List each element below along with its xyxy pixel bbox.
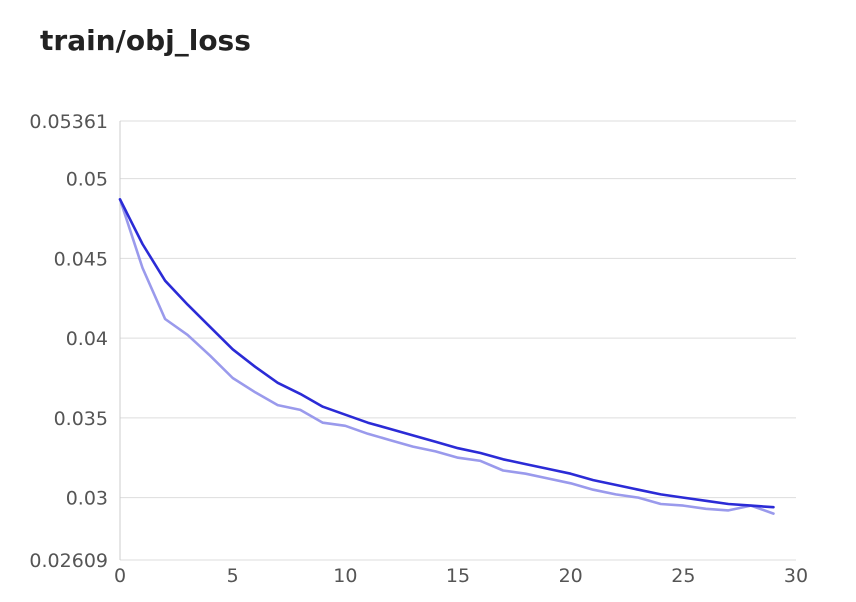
chart-title: train/obj_loss bbox=[40, 24, 251, 57]
y-tick-label: 0.03 bbox=[66, 488, 108, 510]
series-line-2 bbox=[118, 198, 775, 515]
y-tick-label: 0.05361 bbox=[29, 111, 108, 133]
series-layer bbox=[118, 198, 775, 515]
x-tick-label: 10 bbox=[333, 565, 357, 587]
y-tick-label: 0.05 bbox=[66, 169, 108, 191]
x-tick-label: 0 bbox=[114, 565, 126, 587]
x-tick-label: 15 bbox=[446, 565, 470, 587]
grid-layer bbox=[120, 120, 796, 561]
y-tick-label: 0.035 bbox=[54, 408, 108, 430]
y-tick-label: 0.045 bbox=[54, 248, 108, 270]
x-tick-label: 20 bbox=[559, 565, 583, 587]
x-tick-label: 25 bbox=[671, 565, 695, 587]
tick-label-layer: 0.05361 0.05 0.045 0.04 0.035 0.03 0.02609 0 5 10… bbox=[29, 111, 808, 587]
y-tick-label: 0.04 bbox=[66, 328, 108, 350]
x-tick-label: 30 bbox=[784, 565, 808, 587]
x-tick-label: 5 bbox=[227, 565, 239, 587]
series-line-1 bbox=[118, 198, 775, 509]
y-tick-label: 0.02609 bbox=[29, 550, 108, 572]
